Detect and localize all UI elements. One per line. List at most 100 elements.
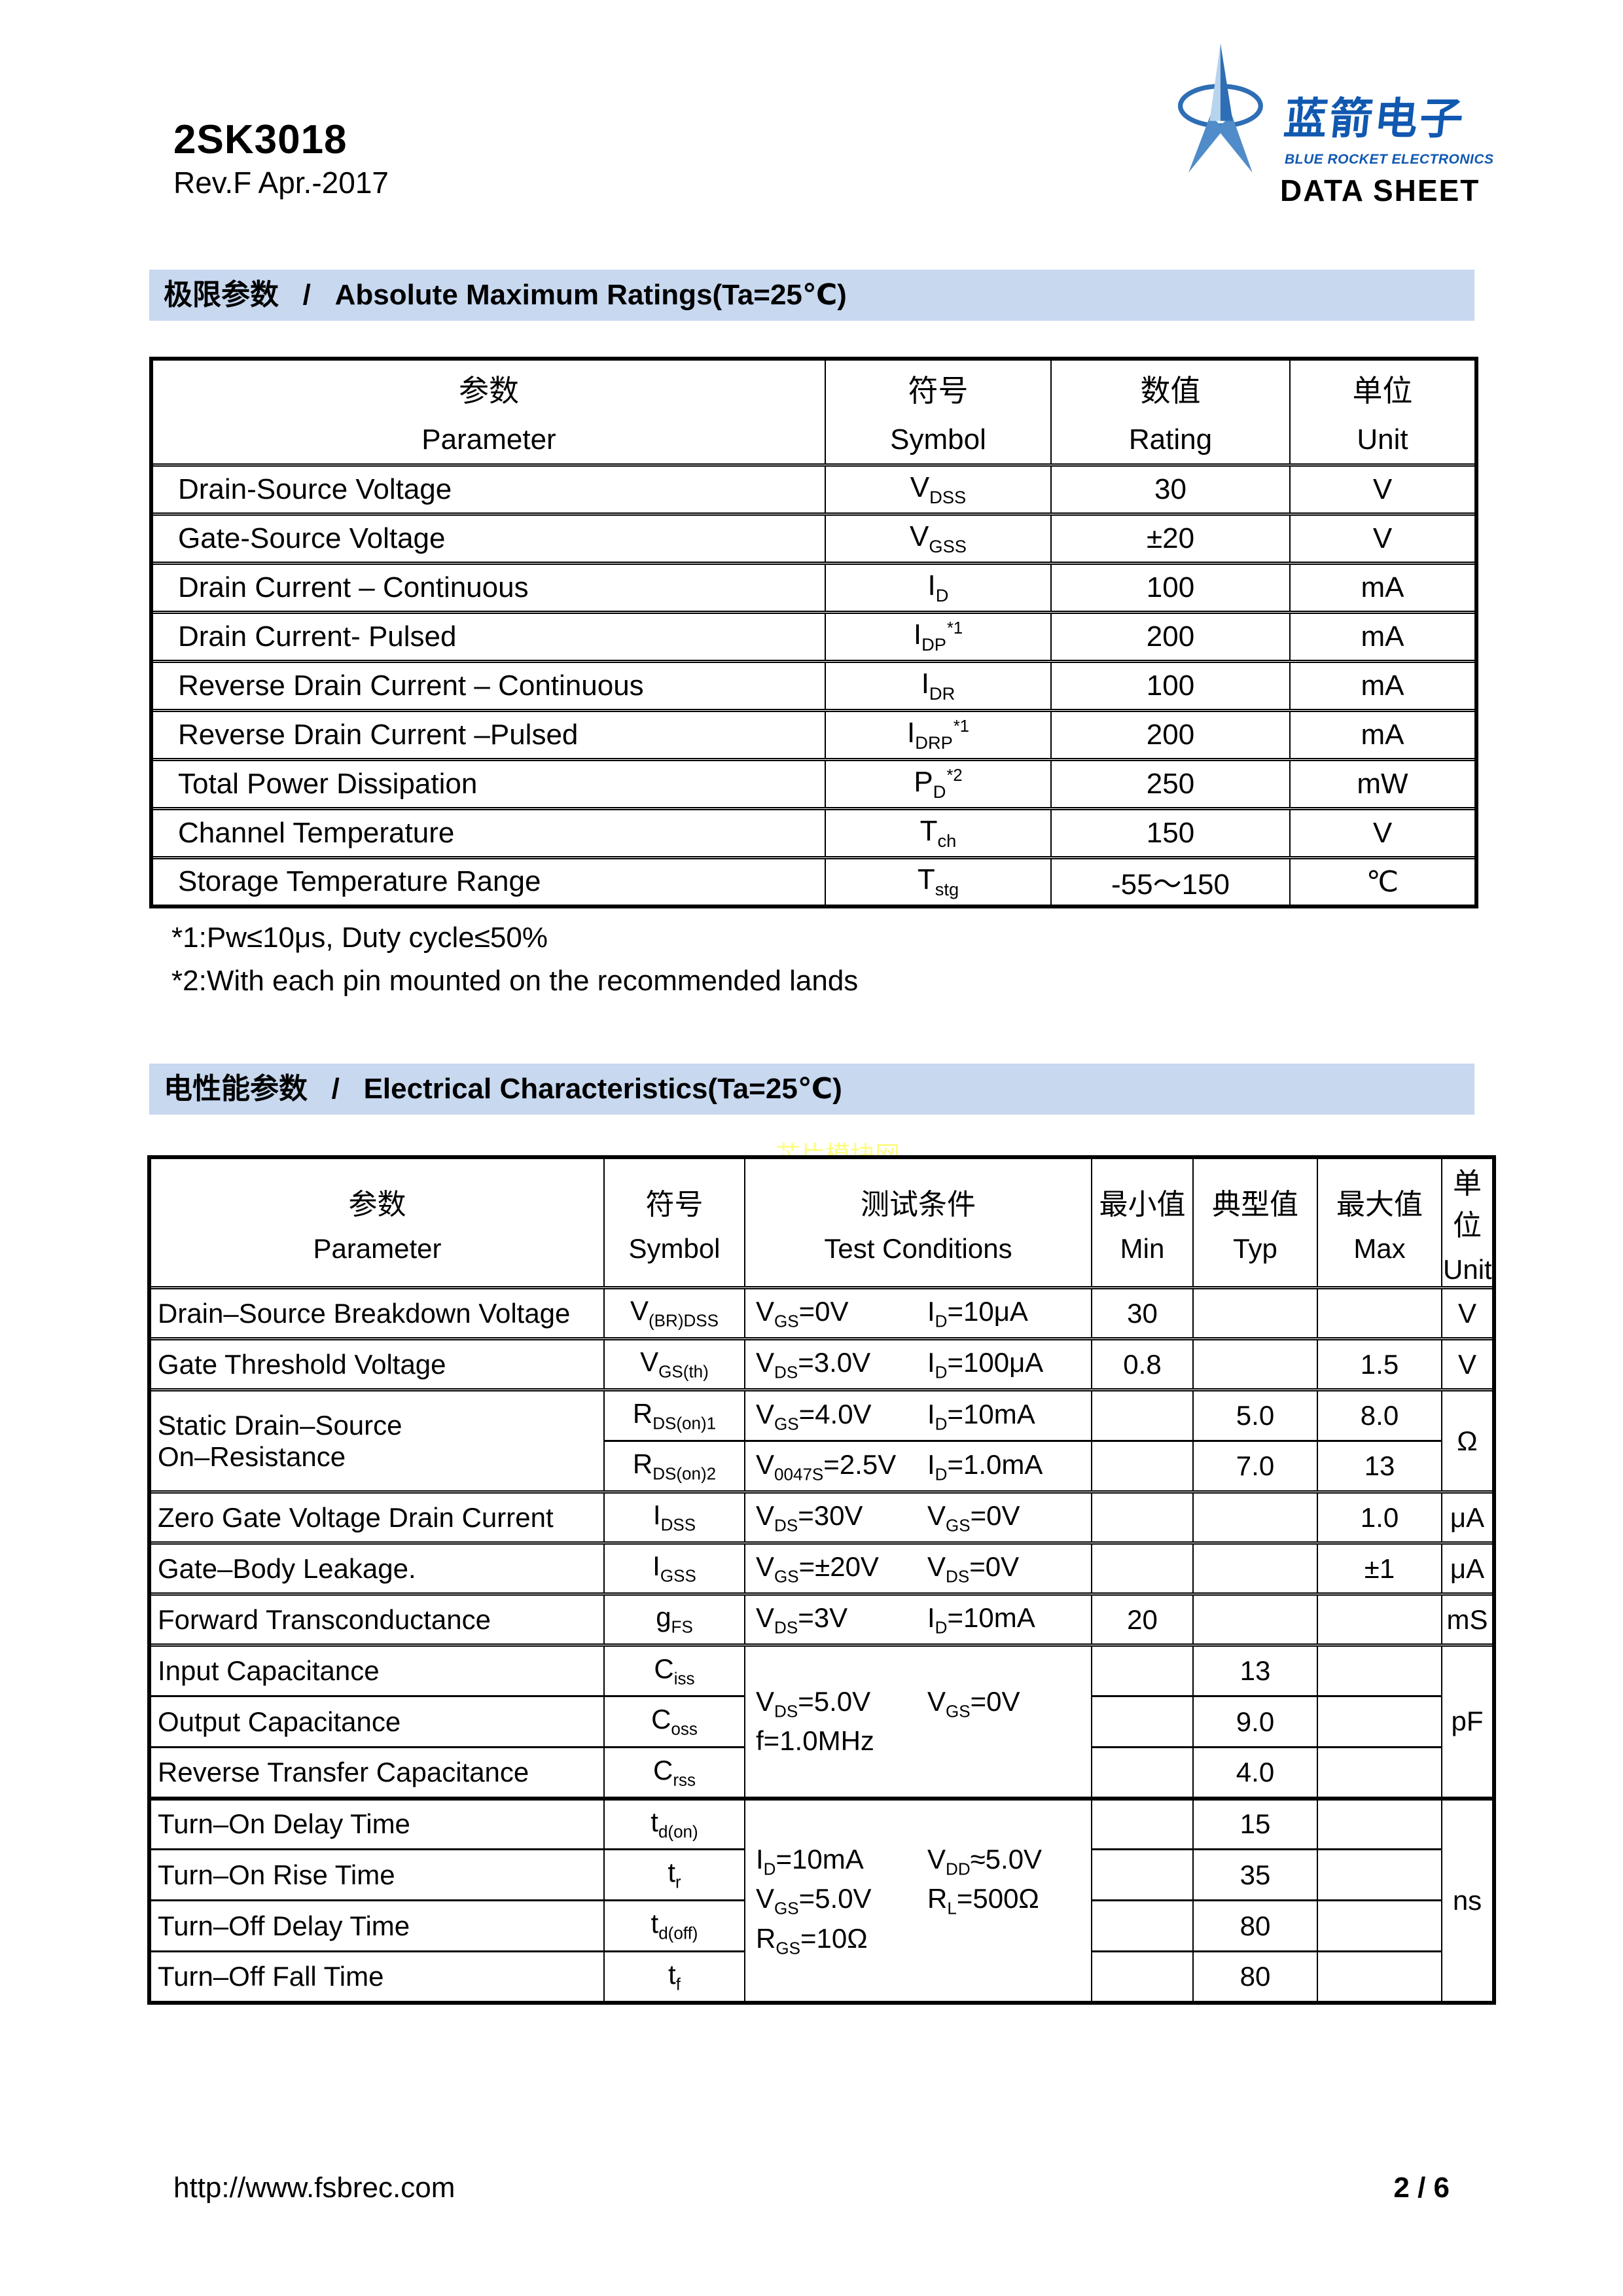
cell-typ: 5.0	[1192, 1388, 1318, 1441]
page-footer: http://www.fsbrec.com 2 / 6	[173, 2172, 1450, 2204]
elec-row: Static Drain–Source On–Resistance RDS(on)1…	[149, 1388, 1495, 1492]
cell-unit: pF	[1441, 1643, 1495, 1799]
elec-row: Reverse Transfer Capacitance Crss 4.0	[149, 1746, 1494, 1799]
cell-parameter: Total Power Dissipation	[151, 757, 826, 808]
cell-max	[1317, 1592, 1442, 1645]
footer-url-link[interactable]: http://www.fsbrec.com	[173, 2172, 455, 2204]
cell-typ: 7.0	[1192, 1440, 1318, 1492]
cell-parameter: Channel Temperature	[151, 806, 826, 857]
cell-min	[1091, 1899, 1194, 1952]
cell-parameter: Static Drain–Source On–Resistance	[149, 1388, 605, 1492]
cell-parameter: Drain-Source Voltage	[151, 463, 826, 514]
cell-max	[1317, 1950, 1442, 2003]
abs-max-row: Gate-Source Voltage VGSS ±20 V	[151, 512, 1477, 563]
column-header: 参数 Parameter	[151, 359, 826, 465]
elec-row: Input Capacitance Ciss VDS=5.0V VGS=0V f=1.0…	[149, 1643, 1495, 1799]
cell-typ	[1192, 1286, 1318, 1339]
cell-symbol: td(on)	[603, 1796, 745, 1850]
elec-row: Gate Threshold Voltage VGS(th) VDS=3.0V ID=…	[149, 1337, 1495, 1390]
column-header: 符号 Symbol	[825, 359, 1052, 465]
cell-max: 13	[1317, 1440, 1442, 1492]
cell-parameter: Output Capacitance	[149, 1695, 605, 1748]
cell-symbol: IDRP*1	[825, 708, 1052, 759]
abs-max-row: Total Power Dissipation PD*2 250 mW	[151, 757, 1477, 808]
column-header: 最小值 Min	[1091, 1157, 1194, 1288]
cell-parameter: Drain Current- Pulsed	[151, 610, 826, 661]
cell-symbol: Tch	[825, 806, 1052, 857]
cell-min: 0.8	[1091, 1337, 1194, 1390]
brand-name-cn: 蓝箭电子	[1281, 94, 1468, 143]
cell-max	[1317, 1899, 1442, 1952]
cell-symbol: IDR	[825, 659, 1052, 710]
cell-min	[1091, 1796, 1194, 1850]
cell-unit: Ω	[1441, 1388, 1495, 1492]
cell-max	[1317, 1643, 1442, 1696]
cell-max: 8.0	[1317, 1388, 1442, 1441]
section-title-absolute-maximum-ratings: 极限参数 / Absolute Maximum Ratings(Ta=25℃)	[149, 270, 1474, 321]
cell-unit: ℃	[1289, 855, 1477, 906]
cell-symbol: PD*2	[825, 757, 1052, 808]
cell-typ: 13	[1192, 1643, 1318, 1696]
cell-max: 1.5	[1317, 1337, 1442, 1390]
cell-symbol: VGSS	[825, 512, 1052, 563]
cell-unit: mA	[1289, 708, 1477, 759]
footnote-1: *1:Pw≤10μs, Duty cycle≤50%	[171, 922, 548, 954]
column-header: 最大值 Max	[1317, 1157, 1442, 1288]
cell-symbol: td(off)	[603, 1899, 745, 1952]
cell-rating: ±20	[1050, 512, 1291, 563]
column-header: 测试条件 Test Conditions	[744, 1157, 1092, 1288]
cell-parameter: Drain–Source Breakdown Voltage	[149, 1286, 605, 1339]
column-header: 符号 Symbol	[603, 1157, 745, 1288]
cell-max: 1.0	[1317, 1490, 1442, 1543]
cell-parameter: Turn–Off Delay Time	[149, 1899, 605, 1952]
cell-test-conditions: VGS=0V ID=10μA	[744, 1286, 1092, 1339]
cell-min: 20	[1091, 1592, 1194, 1645]
cell-unit: mA	[1289, 610, 1477, 661]
cell-unit: μA	[1441, 1541, 1495, 1594]
column-header: 单位 Unit	[1441, 1157, 1495, 1288]
elec-row: Gate–Body Leakage. IGSS VGS=±20V VDS=0V ±1 μA	[149, 1541, 1495, 1594]
column-header: 参数 Parameter	[149, 1157, 605, 1288]
cell-parameter: Turn–On Rise Time	[149, 1848, 605, 1901]
elec-row: Zero Gate Voltage Drain Current IDSS VDS=3…	[149, 1490, 1495, 1543]
elec-row: Drain–Source Breakdown Voltage V(BR)DSS VG…	[149, 1286, 1495, 1339]
cell-parameter: Reverse Drain Current –Pulsed	[151, 708, 826, 759]
cell-unit: V	[1441, 1337, 1495, 1390]
cell-unit: V	[1289, 463, 1477, 514]
cell-typ: 35	[1192, 1848, 1318, 1901]
cell-typ	[1192, 1592, 1318, 1645]
cell-unit: mS	[1441, 1592, 1495, 1645]
cell-rating: 30	[1050, 463, 1291, 514]
abs-max-row: Drain Current – Continuous ID 100 mA	[151, 561, 1477, 612]
cell-unit: mW	[1289, 757, 1477, 808]
cell-rating: 250	[1050, 757, 1291, 808]
cell-rating: 100	[1050, 659, 1291, 710]
cell-rating: 100	[1050, 561, 1291, 612]
cell-typ: 80	[1192, 1950, 1318, 2003]
cell-test-conditions: V0047S=2.5V ID=1.0mA	[744, 1440, 1092, 1492]
brand-name-en: BLUE ROCKET ELECTRONICS	[1285, 152, 1494, 167]
cell-rating: 200	[1050, 610, 1291, 661]
cell-symbol: Crss	[603, 1746, 745, 1799]
cell-typ	[1192, 1337, 1318, 1390]
cell-parameter: Gate Threshold Voltage	[149, 1337, 605, 1390]
cell-rating: -55～150	[1050, 855, 1291, 906]
cell-test-conditions: ID=10mA VDD≈5.0V VGS=5.0V RL=500Ω RGS=10Ω	[744, 1796, 1092, 2003]
column-header: 单位 Unit	[1289, 359, 1477, 465]
cell-parameter: Reverse Drain Current – Continuous	[151, 659, 826, 710]
cell-symbol: IDP*1	[825, 610, 1052, 661]
cell-min	[1091, 1950, 1194, 2003]
cell-symbol: Ciss	[603, 1643, 745, 1696]
cell-typ	[1192, 1490, 1318, 1543]
cell-min	[1091, 1643, 1194, 1696]
cell-typ: 9.0	[1192, 1695, 1318, 1748]
cell-symbol: tr	[603, 1848, 745, 1901]
cell-unit: ns	[1441, 1796, 1495, 2003]
section-title-electrical-characteristics: 电性能参数 / Electrical Characteristics(Ta=25…	[149, 1064, 1474, 1115]
cell-symbol: gFS	[603, 1592, 745, 1645]
cell-parameter: Gate–Body Leakage.	[149, 1541, 605, 1594]
abs-max-row: Reverse Drain Current – Continuous IDR 100…	[151, 659, 1477, 710]
cell-max	[1317, 1695, 1442, 1748]
cell-parameter: Zero Gate Voltage Drain Current	[149, 1490, 605, 1543]
